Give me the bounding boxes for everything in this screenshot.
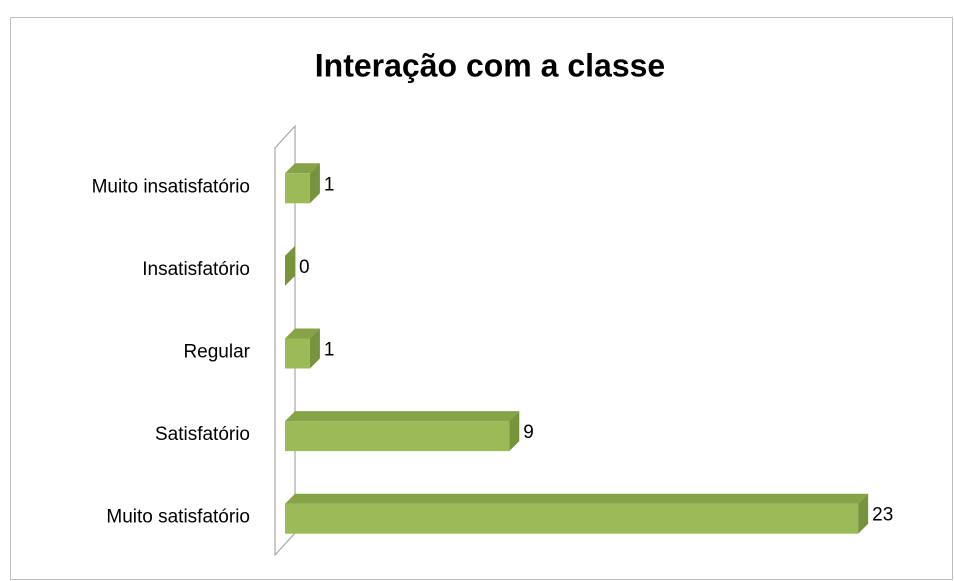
- bar-side: [309, 163, 320, 204]
- bar-front: [285, 421, 510, 452]
- bar-side: [858, 493, 869, 534]
- y-tick-label: Muito satisfatório: [106, 507, 250, 528]
- bar: [285, 245, 295, 286]
- bar: [285, 163, 320, 204]
- bar-top: [285, 493, 869, 504]
- bar-top: [285, 411, 520, 422]
- bar-side: [509, 411, 520, 452]
- data-label: 9: [523, 422, 534, 443]
- bar-top: [285, 328, 320, 339]
- bar-front: [285, 338, 310, 369]
- y-tick-label: Muito insatisfatório: [92, 176, 250, 197]
- data-label: 1: [324, 174, 335, 195]
- bar-front: [285, 173, 310, 204]
- data-label: 1: [324, 340, 335, 361]
- bar-front: [285, 503, 859, 534]
- bar: [285, 411, 520, 452]
- bar: [285, 493, 869, 534]
- bar-top: [285, 163, 320, 174]
- y-tick-label: Satisfatório: [155, 424, 250, 445]
- chart-frame: [10, 17, 953, 580]
- chart-title: Interação com a classe: [315, 47, 665, 83]
- data-label: 23: [872, 505, 893, 526]
- bar-side: [309, 328, 320, 369]
- bar-side: [285, 245, 295, 286]
- data-label: 0: [299, 257, 310, 278]
- y-tick-label: Regular: [183, 342, 250, 363]
- bar: [285, 328, 320, 369]
- y-tick-label: Insatisfatório: [142, 259, 250, 280]
